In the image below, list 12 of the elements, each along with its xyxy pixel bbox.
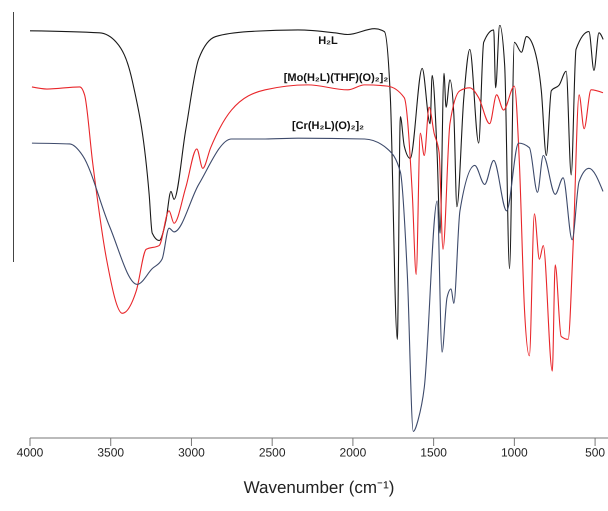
x-tick-label: 4000 <box>16 446 44 460</box>
series-label: [Mo(H₂L)(THF)(O)₂]₂ <box>284 72 388 84</box>
x-tick-label: 3500 <box>97 446 124 460</box>
x-tick-label: 1000 <box>501 446 528 460</box>
x-tick-label: 3000 <box>178 446 206 460</box>
series-label: [Cr(H₂L)(O)₂]₂ <box>292 120 364 132</box>
x-tick-label: 1500 <box>420 446 448 460</box>
x-tick-label: 500 <box>585 446 606 460</box>
x-axis-title: Wavenumber (cm⁻¹) <box>244 478 394 497</box>
x-tick-label: 2500 <box>258 446 286 460</box>
series-label: H₂L <box>318 35 338 47</box>
x-tick-label: 2000 <box>340 446 367 460</box>
